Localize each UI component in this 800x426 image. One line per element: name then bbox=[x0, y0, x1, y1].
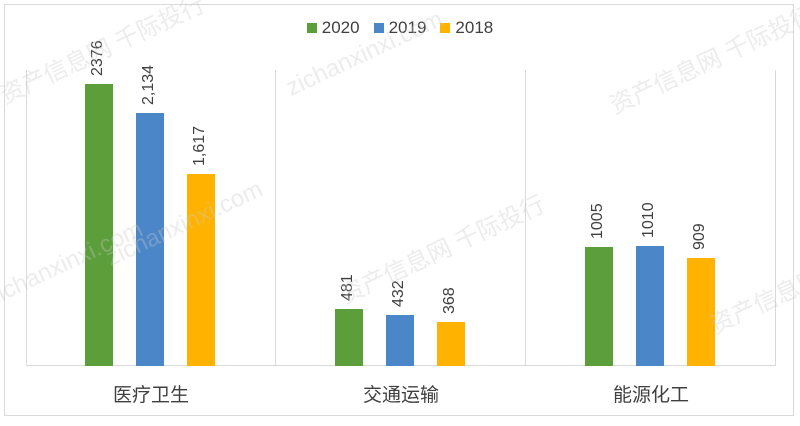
data-label-text: 1010 bbox=[640, 202, 657, 238]
legend-label: 2018 bbox=[455, 18, 494, 37]
data-label-text: 1,617 bbox=[191, 125, 208, 166]
bar-2019 bbox=[636, 246, 664, 366]
bar-2018 bbox=[437, 322, 465, 366]
gridline bbox=[525, 70, 526, 366]
legend-label: 2019 bbox=[388, 18, 427, 37]
legend-item-2020: 2020 bbox=[306, 18, 360, 38]
data-label-text: 1005 bbox=[589, 203, 606, 239]
category-label: 医疗卫生 bbox=[112, 385, 189, 406]
bar-2019 bbox=[136, 113, 164, 366]
category-label: 能源化工 bbox=[612, 385, 689, 406]
legend-item-2019: 2019 bbox=[373, 18, 427, 38]
bar-2019 bbox=[386, 315, 414, 366]
bar-2020 bbox=[335, 309, 363, 366]
bar-2020 bbox=[585, 247, 613, 366]
bar-2018 bbox=[687, 258, 715, 366]
plot-area: 2376 2,134 1,617 481 432 368 1005 1010 909 bbox=[26, 40, 776, 366]
legend-item-2018: 2018 bbox=[440, 18, 493, 38]
data-label-text: 909 bbox=[691, 223, 708, 250]
data-label-text: 368 bbox=[441, 287, 458, 314]
gridline bbox=[775, 70, 776, 366]
data-label-text: 432 bbox=[390, 280, 407, 307]
gridline bbox=[26, 70, 27, 366]
legend-swatch-icon bbox=[440, 23, 451, 33]
data-label-text: 481 bbox=[339, 274, 356, 301]
legend: 2020 2019 2018 bbox=[0, 18, 800, 38]
data-label-text: 2,134 bbox=[140, 64, 157, 105]
bar-2020 bbox=[85, 84, 113, 366]
data-label-text: 2376 bbox=[89, 40, 106, 76]
legend-swatch-icon bbox=[373, 23, 384, 33]
legend-label: 2020 bbox=[321, 18, 360, 37]
gridline bbox=[275, 70, 276, 366]
legend-swatch-icon bbox=[306, 23, 317, 33]
bar-2018 bbox=[187, 174, 215, 366]
category-label: 交通运输 bbox=[362, 385, 439, 406]
